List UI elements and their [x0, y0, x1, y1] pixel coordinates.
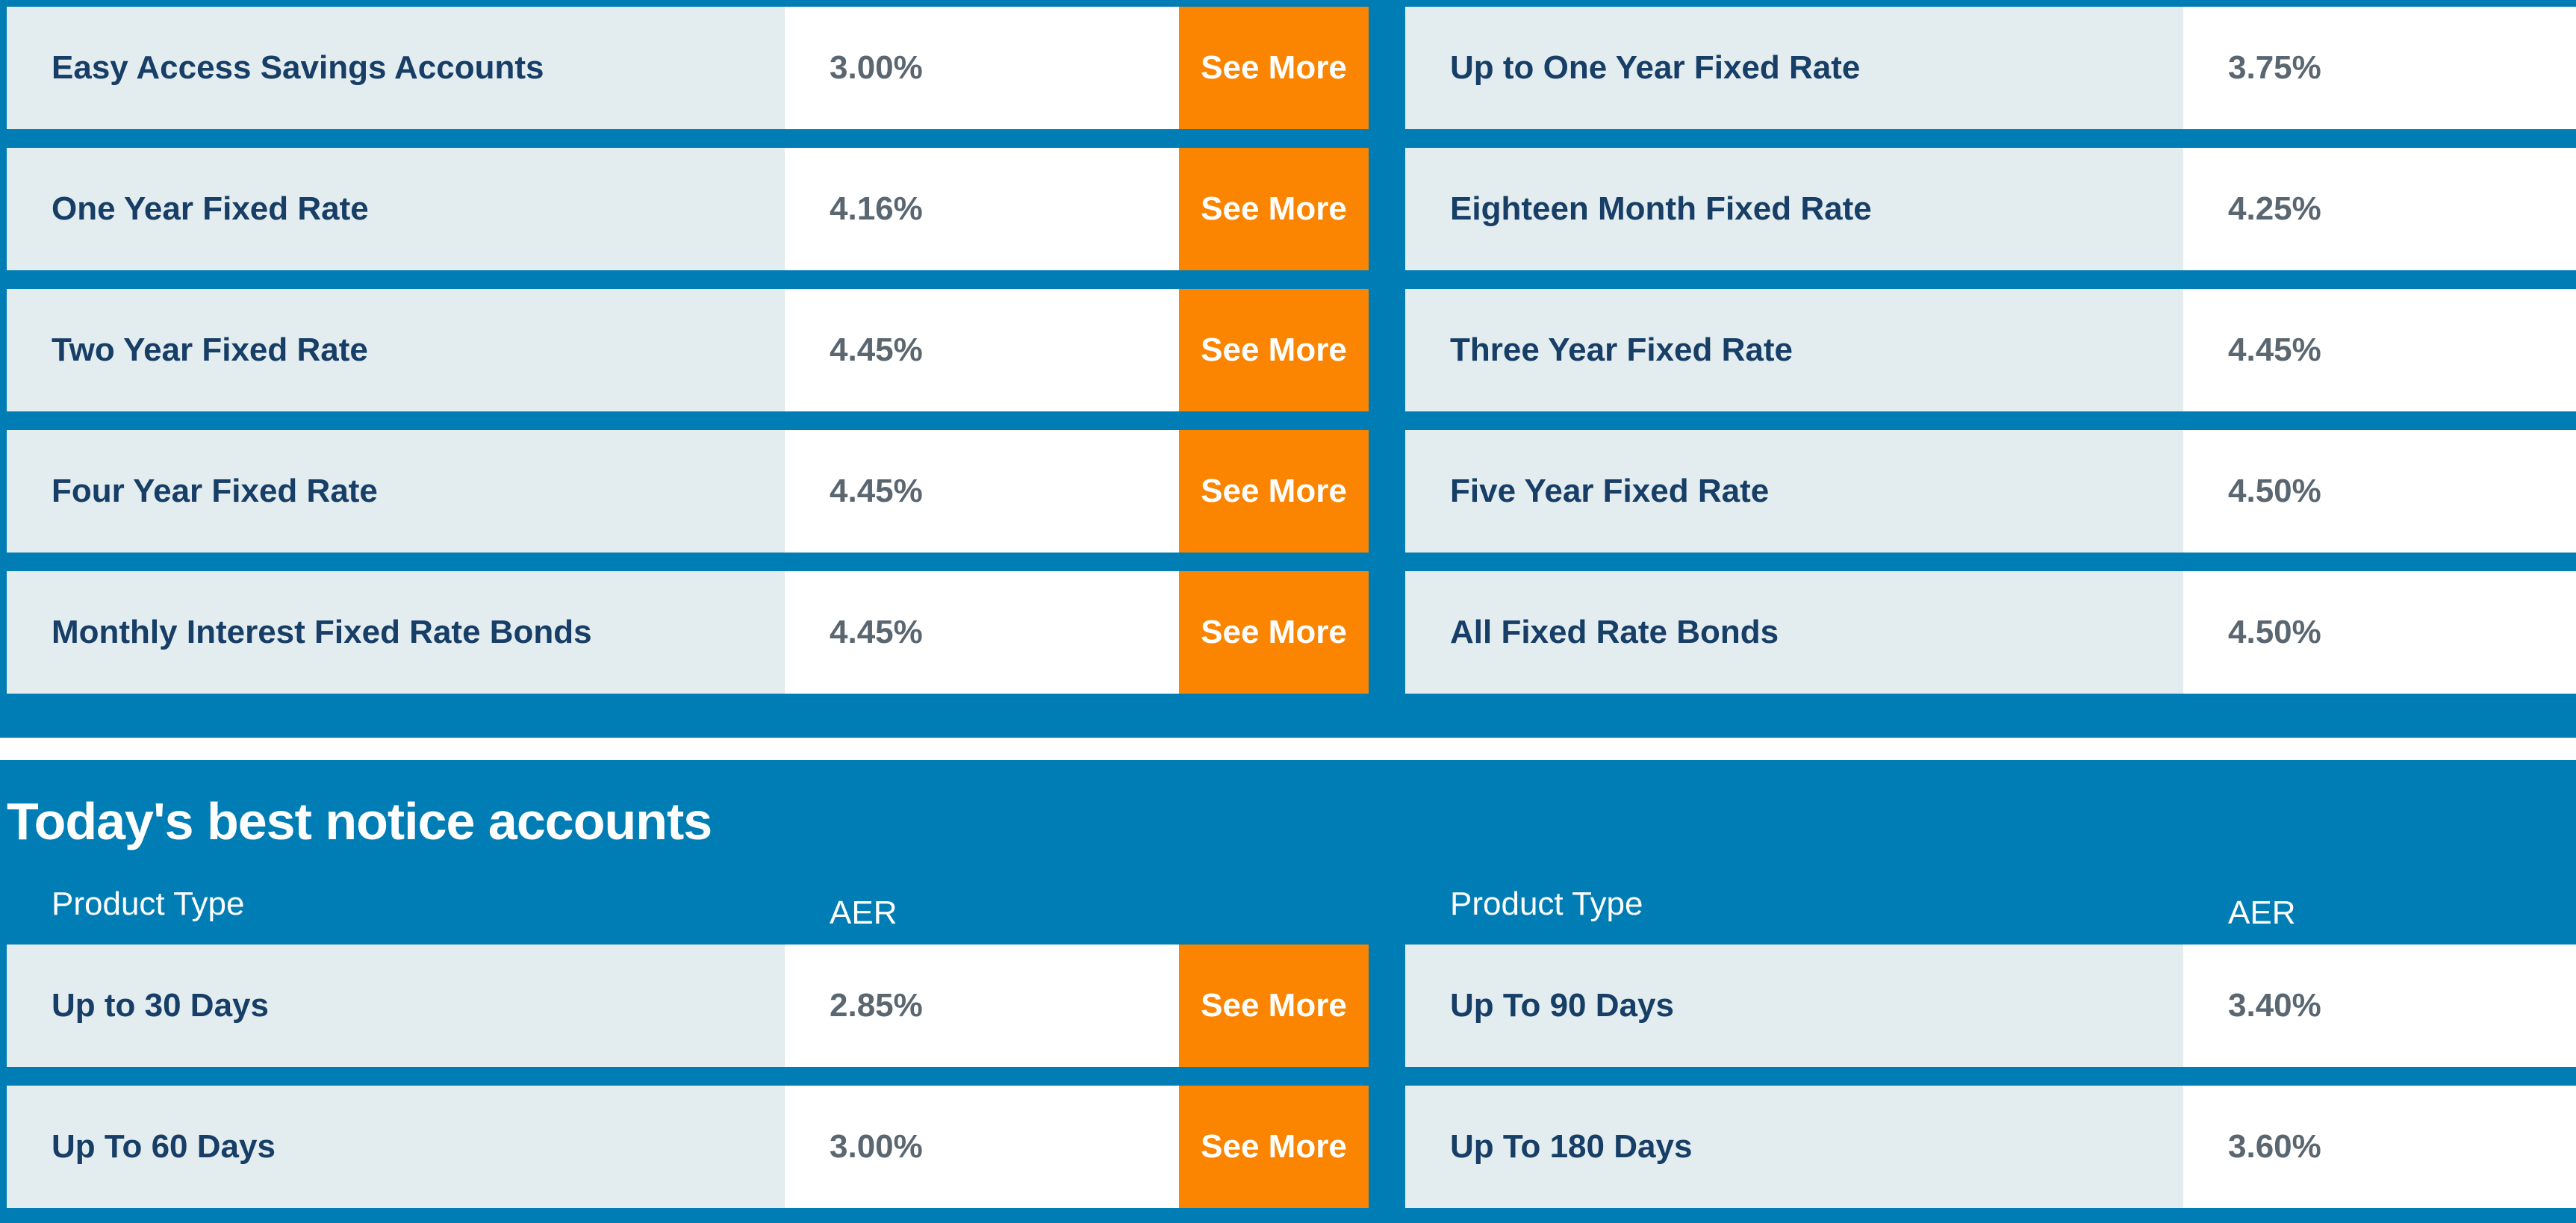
product-name: Three Year Fixed Rate [1405, 289, 2183, 411]
see-more-button[interactable]: See More [1179, 289, 1369, 411]
product-rate: 4.25% [2183, 148, 2576, 270]
rate-row: Up To 60 Days 3.00% See More [7, 1086, 1369, 1208]
rate-row: Three Year Fixed Rate 4.45% [1405, 289, 2576, 411]
product-name: Up to 30 Days [7, 945, 785, 1067]
product-name: All Fixed Rate Bonds [1405, 571, 2183, 694]
rate-row: Four Year Fixed Rate 4.45% See More [7, 430, 1369, 553]
aer-header: AER [2228, 894, 2296, 931]
product-rate: 3.60% [2183, 1086, 2576, 1208]
product-name: Eighteen Month Fixed Rate [1405, 148, 2183, 270]
product-name: Four Year Fixed Rate [7, 430, 785, 553]
rate-row: Easy Access Savings Accounts 3.00% See M… [7, 7, 1369, 129]
rate-row: Up to 30 Days 2.85% See More [7, 945, 1369, 1067]
rate-row: Up to One Year Fixed Rate 3.75% [1405, 7, 2576, 129]
product-name: Easy Access Savings Accounts [7, 7, 785, 129]
product-name: Two Year Fixed Rate [7, 289, 785, 411]
product-rate: 2.85% [785, 945, 1179, 1067]
product-name: Up to One Year Fixed Rate [1405, 7, 2183, 129]
product-rate: 4.45% [785, 571, 1179, 694]
product-rate: 3.00% [785, 1086, 1179, 1208]
see-more-button[interactable]: See More [1179, 571, 1369, 694]
rate-row: Two Year Fixed Rate 4.45% See More [7, 289, 1369, 411]
product-rate: 4.50% [2183, 430, 2576, 553]
rate-row: Eighteen Month Fixed Rate 4.25% [1405, 148, 2576, 270]
rate-row: Up To 180 Days 3.60% [1405, 1086, 2576, 1208]
notice-accounts-section: Today's best notice accounts Product Typ… [0, 760, 2576, 1223]
product-name: One Year Fixed Rate [7, 148, 785, 270]
rates-section: Easy Access Savings Accounts 3.00% See M… [0, 0, 2576, 738]
see-more-button[interactable]: See More [1179, 430, 1369, 553]
see-more-button[interactable]: See More [1179, 148, 1369, 270]
product-rate: 4.16% [785, 148, 1179, 270]
product-name: Monthly Interest Fixed Rate Bonds [7, 571, 785, 694]
product-name: Up To 180 Days [1405, 1086, 2183, 1208]
aer-header: AER [830, 894, 897, 931]
product-rate: 4.45% [785, 430, 1179, 553]
see-more-button[interactable]: See More [1179, 7, 1369, 129]
see-more-button[interactable]: See More [1179, 1086, 1369, 1208]
product-rate: 3.40% [2183, 945, 2576, 1067]
rate-row: Five Year Fixed Rate 4.50% [1405, 430, 2576, 553]
product-rate: 3.00% [785, 7, 1179, 129]
rate-row: Monthly Interest Fixed Rate Bonds 4.45% … [7, 571, 1369, 694]
section-title: Today's best notice accounts [7, 792, 712, 850]
rate-row: Up To 90 Days 3.40% [1405, 945, 2576, 1067]
product-rate: 4.45% [785, 289, 1179, 411]
product-rate: 4.45% [2183, 289, 2576, 411]
product-type-header: Product Type [52, 886, 245, 922]
product-name: Five Year Fixed Rate [1405, 430, 2183, 553]
product-name: Up To 90 Days [1405, 945, 2183, 1067]
rate-row: All Fixed Rate Bonds 4.50% [1405, 571, 2576, 694]
product-name: Up To 60 Days [7, 1086, 785, 1208]
product-rate: 4.50% [2183, 571, 2576, 694]
rate-row: One Year Fixed Rate 4.16% See More [7, 148, 1369, 270]
product-type-header: Product Type [1450, 886, 1643, 922]
product-rate: 3.75% [2183, 7, 2576, 129]
see-more-button[interactable]: See More [1179, 945, 1369, 1067]
